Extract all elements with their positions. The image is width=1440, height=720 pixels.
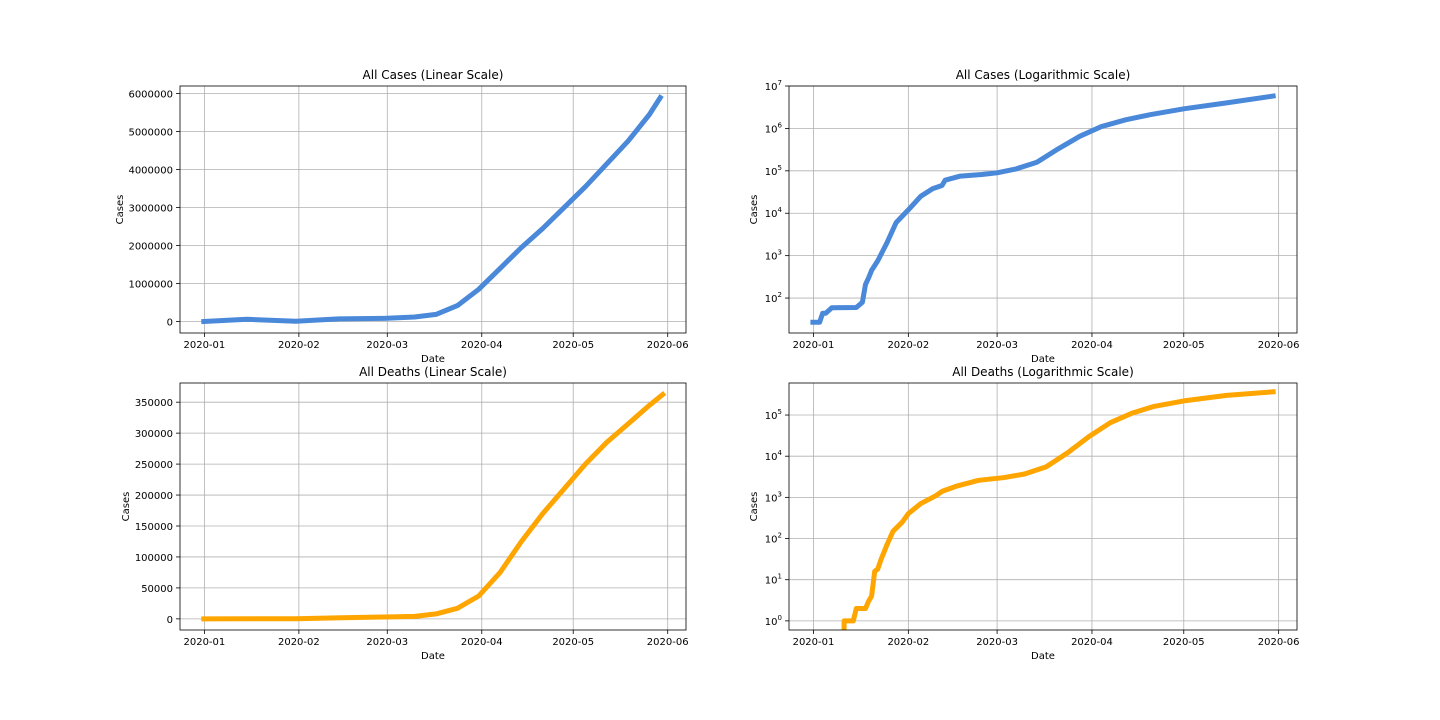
x-tick-label: 2020-06 <box>1258 637 1300 648</box>
x-tick-label: 2020-01 <box>183 340 225 351</box>
axes-frame <box>179 382 687 631</box>
chart-2: 2020-01 2020-02 2020-03 2020-04 2020-05 2020-… <box>121 365 689 662</box>
x-tick-label: 2020-02 <box>278 340 320 351</box>
x-axis-label: Date <box>1031 354 1055 365</box>
x-tick-label: 2020-05 <box>552 340 594 351</box>
x-tick-label: 2020-04 <box>461 340 503 351</box>
y-tick-label: 4000000 <box>128 166 173 177</box>
x-tick-label: 2020-05 <box>1163 340 1205 351</box>
chart-title: All Deaths (Linear Scale) <box>359 365 507 379</box>
y-tick-label: 105 <box>765 408 782 422</box>
x-axis-label: Date <box>421 354 445 365</box>
y-axis-label: Cases <box>749 492 760 522</box>
x-tick-label: 2020-03 <box>366 340 408 351</box>
series-line <box>201 94 664 325</box>
y-tick-label: 200000 <box>135 491 173 502</box>
y-tick-label: 103 <box>765 490 782 504</box>
y-tick-label: 150000 <box>135 522 173 533</box>
chart-title: All Cases (Linear Scale) <box>363 68 504 82</box>
y-axis-label: Cases <box>115 195 126 225</box>
x-tick-label: 2020-01 <box>793 637 835 648</box>
y-tick-label: 100000 <box>135 553 173 564</box>
y-tick-label: 350000 <box>135 398 173 409</box>
y-tick-label: 300000 <box>135 429 173 440</box>
series-line <box>201 390 667 622</box>
x-tick-label: 2020-03 <box>976 340 1018 351</box>
chart-title: All Cases (Logarithmic Scale) <box>956 68 1131 82</box>
y-tick-label: 105 <box>765 164 782 178</box>
axes-frame <box>179 85 687 334</box>
x-tick-label: 2020-01 <box>793 340 835 351</box>
chart-1: 2020-01 2020-02 2020-03 2020-04 2020-05 2020-… <box>749 68 1300 365</box>
y-tick-label: 101 <box>765 573 782 587</box>
y-tick-label: 0 <box>167 615 173 626</box>
x-tick-label: 2020-06 <box>647 340 689 351</box>
x-tick-label: 2020-02 <box>887 637 929 648</box>
y-tick-label: 104 <box>765 449 783 463</box>
y-tick-label: 106 <box>765 121 783 135</box>
y-tick-label: 6000000 <box>128 90 173 101</box>
x-tick-label: 2020-04 <box>461 637 503 648</box>
chart-3: 2020-01 2020-02 2020-03 2020-04 2020-05 2020-… <box>749 365 1300 662</box>
y-tick-label: 104 <box>765 206 783 220</box>
y-axis-label: Cases <box>121 492 132 522</box>
y-axis-label: Cases <box>749 195 760 225</box>
x-tick-label: 2020-04 <box>1071 340 1113 351</box>
series-line <box>810 93 1276 325</box>
x-tick-label: 2020-02 <box>278 637 320 648</box>
y-tick-label: 1000000 <box>128 280 173 291</box>
x-tick-label: 2020-05 <box>1163 637 1205 648</box>
series-line <box>841 389 1276 630</box>
x-tick-label: 2020-03 <box>976 637 1018 648</box>
y-tick-label: 50000 <box>141 584 173 595</box>
chart-title: All Deaths (Logarithmic Scale) <box>952 365 1134 379</box>
x-tick-label: 2020-02 <box>887 340 929 351</box>
x-tick-label: 2020-04 <box>1071 637 1113 648</box>
y-tick-label: 107 <box>765 79 782 93</box>
axes-frame <box>788 85 1298 334</box>
x-tick-label: 2020-06 <box>647 637 689 648</box>
y-tick-label: 103 <box>765 249 782 263</box>
y-tick-label: 100 <box>765 614 782 628</box>
x-tick-label: 2020-01 <box>183 637 225 648</box>
chart-0: 2020-01 2020-02 2020-03 2020-04 2020-05 2020-… <box>115 68 689 365</box>
y-tick-label: 5000000 <box>128 128 173 139</box>
x-tick-label: 2020-03 <box>366 637 408 648</box>
y-tick-label: 102 <box>765 291 782 305</box>
y-tick-label: 250000 <box>135 460 173 471</box>
x-axis-label: Date <box>1031 651 1055 662</box>
x-tick-label: 2020-05 <box>552 637 594 648</box>
y-tick-label: 102 <box>765 532 782 546</box>
x-axis-label: Date <box>421 651 445 662</box>
y-tick-label: 0 <box>167 318 173 329</box>
y-tick-label: 2000000 <box>128 242 173 253</box>
y-tick-label: 3000000 <box>128 204 173 215</box>
x-tick-label: 2020-06 <box>1258 340 1300 351</box>
axes-frame <box>788 382 1298 631</box>
